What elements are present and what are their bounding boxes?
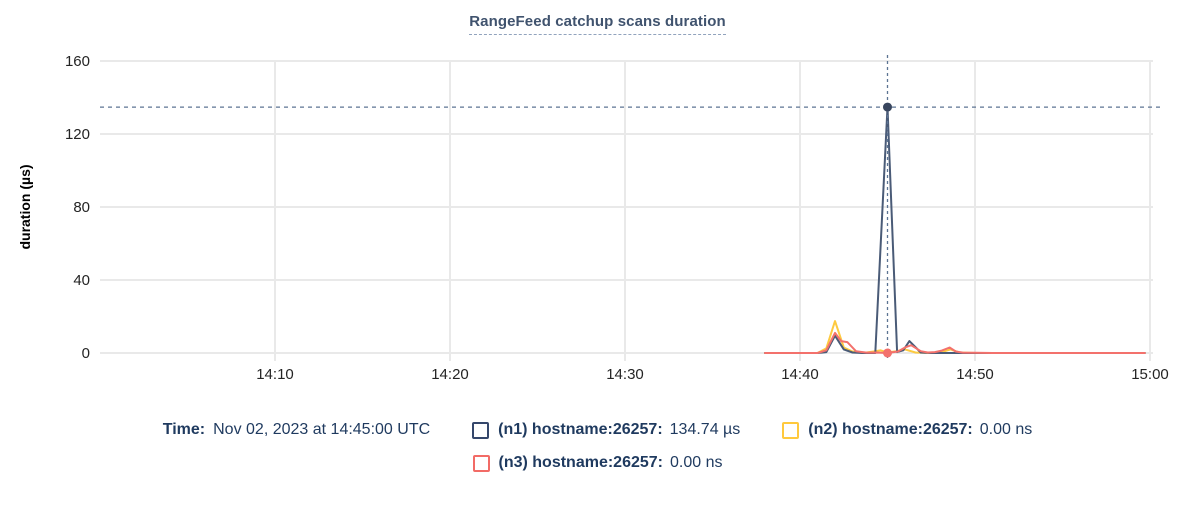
x-tick-14:40: 14:40 (781, 366, 819, 383)
chart-canvas[interactable]: 0 40 80 120 160 14:10 14:20 14:30 14:40 14:50 15:0… (0, 45, 1195, 405)
title-bar: RangeFeed catchup scans duration (0, 0, 1195, 45)
legend-row-2: (n3) hostname:26257: 0.00 ns (0, 454, 1195, 472)
x-tick-14:30: 14:30 (606, 366, 644, 383)
legend-value: 0.00 ns (670, 454, 723, 471)
chart-title[interactable]: RangeFeed catchup scans duration (469, 13, 726, 35)
legend-value: 134.74 µs (669, 421, 741, 438)
y-tick-160: 160 (65, 53, 90, 70)
legend-entry-n3[interactable]: (n3) hostname:26257: 0.00 ns (472, 454, 723, 472)
legend-checkbox-n1[interactable] (472, 421, 490, 439)
hover-timestamp: Time: Nov 02, 2023 at 14:45:00 UTC (163, 421, 430, 439)
x-tick-14:50: 14:50 (956, 366, 994, 383)
hover-dot-series-3 (883, 348, 892, 358)
legend-row-1: Time: Nov 02, 2023 at 14:45:00 UTC (n1) h… (0, 421, 1195, 439)
legend: Time: Nov 02, 2023 at 14:45:00 UTC (n1) h… (0, 421, 1195, 472)
legend-label: (n2) hostname:26257: (808, 421, 973, 438)
y-tick-40: 40 (73, 272, 90, 289)
x-tick-14:10: 14:10 (256, 366, 294, 383)
x-tick-15:00: 15:00 (1131, 366, 1169, 383)
legend-value: 0.00 ns (979, 421, 1033, 438)
legend-checkbox-n2[interactable] (782, 421, 800, 439)
y-tick-120: 120 (65, 126, 90, 143)
x-tick-14:20: 14:20 (431, 366, 469, 383)
legend-label: (n1) hostname:26257: (498, 421, 663, 438)
y-axis-title: duration (µs) (17, 164, 33, 249)
hover-dot-series-1 (883, 102, 892, 112)
legend-entry-n1[interactable]: (n1) hostname:26257: 134.74 µs (472, 421, 740, 439)
time-value: Nov 02, 2023 at 14:45:00 UTC (213, 421, 431, 438)
series-line-2 (764, 320, 1146, 354)
legend-checkbox-n3[interactable] (472, 454, 490, 472)
legend-entry-n2[interactable]: (n2) hostname:26257: 0.00 ns (782, 421, 1032, 439)
legend-label: (n3) hostname:26257: (498, 454, 664, 471)
y-tick-0: 0 (82, 345, 90, 362)
time-label: Time: (162, 421, 206, 438)
series-line-3 (764, 331, 1146, 354)
series-line-1 (764, 106, 1146, 354)
y-tick-80: 80 (73, 199, 90, 216)
